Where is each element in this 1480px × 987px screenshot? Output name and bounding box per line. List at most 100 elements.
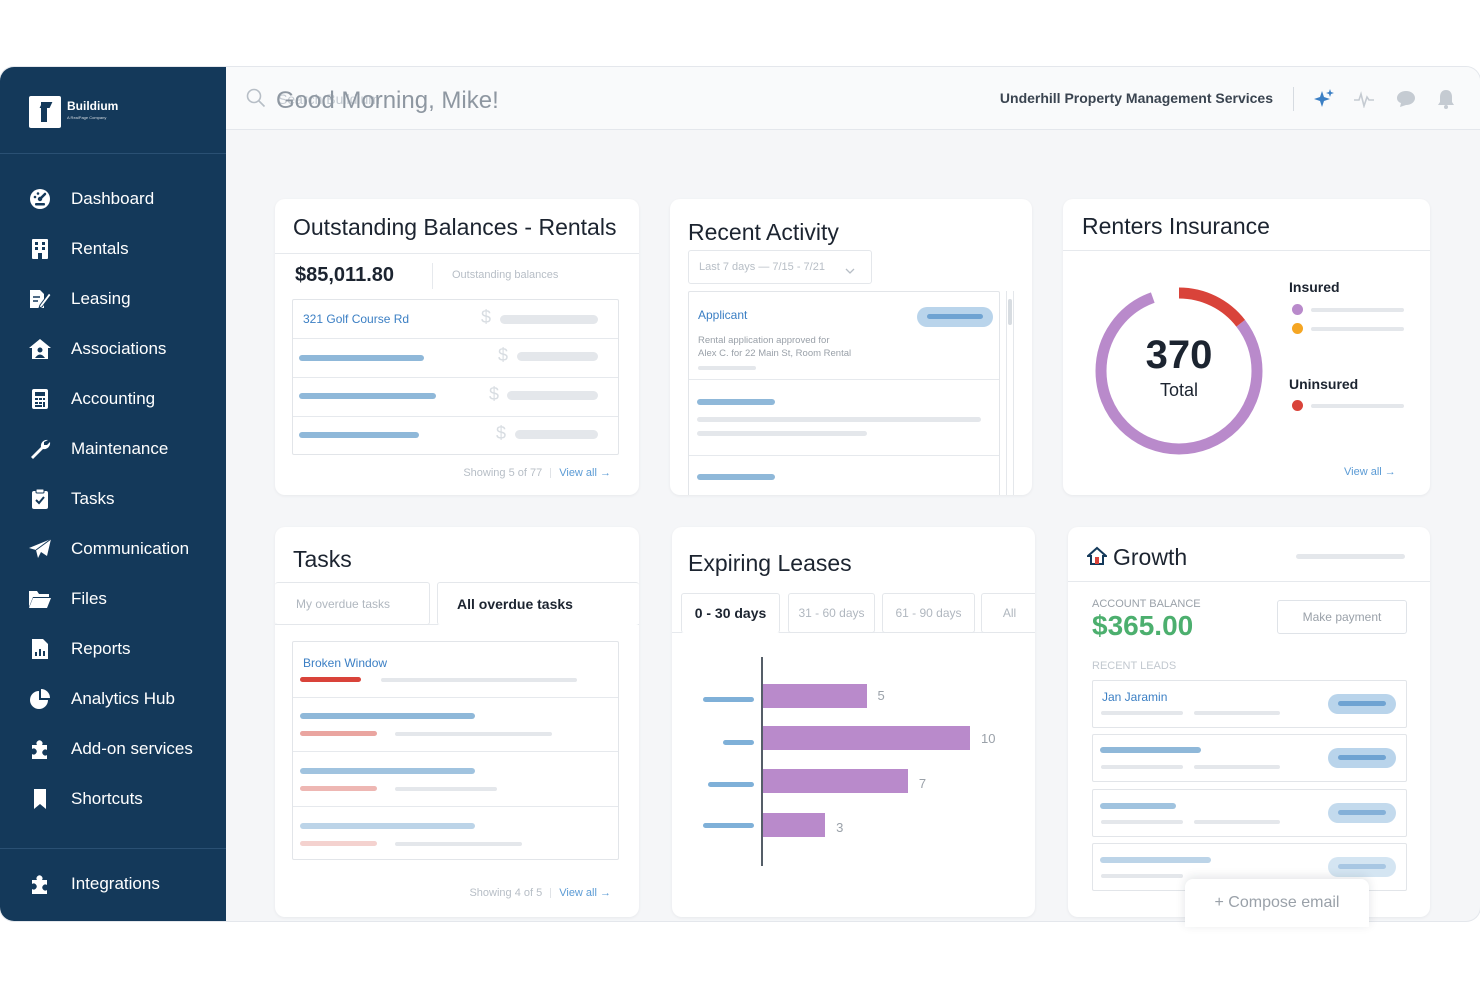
lead-row[interactable] — [1092, 734, 1407, 782]
status-badge — [1328, 857, 1396, 877]
sidebar-item-files[interactable]: Files — [0, 574, 226, 624]
legend-dot-insured — [1292, 304, 1303, 315]
list-item[interactable] — [293, 698, 618, 751]
text-placeholder — [1100, 747, 1201, 753]
brand-logo[interactable]: Buildium A RealPage Company — [29, 96, 118, 128]
task-title: Broken Window — [303, 656, 388, 670]
activity-text-line: Alex C. for 22 Main St, Room Rental — [698, 348, 852, 359]
scrollbar-thumb[interactable] — [1008, 299, 1012, 325]
sidebar-item-tasks[interactable]: Tasks — [0, 474, 226, 524]
status-badge — [1328, 694, 1396, 714]
row-divider — [293, 377, 618, 378]
text-placeholder — [1101, 820, 1183, 824]
view-all-link[interactable]: View all → — [559, 467, 611, 479]
lease-bar[interactable] — [763, 813, 826, 837]
bar-value-label: 3 — [836, 820, 844, 835]
sidebar-item-add-on-services[interactable]: Add-on services — [0, 724, 226, 774]
text-placeholder — [698, 366, 756, 370]
card-title: Renters Insurance — [1082, 213, 1270, 239]
sidebar-item-label: Integrations — [71, 874, 160, 893]
chat-icon[interactable] — [1394, 87, 1418, 111]
pulse-icon[interactable] — [1352, 87, 1376, 111]
insured-label: Insured — [1289, 279, 1340, 295]
lead-row[interactable] — [1092, 789, 1407, 837]
row-divider — [689, 379, 999, 380]
view-all-link[interactable]: View all → — [559, 887, 611, 899]
list-item[interactable]: Broken Window — [293, 642, 618, 697]
sidebar-item-accounting[interactable]: Accounting — [0, 374, 226, 424]
sidebar-item-shortcuts[interactable]: Shortcuts — [0, 774, 226, 824]
card-title: Tasks — [293, 546, 352, 572]
expiring-leases-card: Expiring Leases 0 - 30 days 31 - 60 days… — [672, 527, 1035, 917]
tab-0-30-days[interactable]: 0 - 30 days — [681, 593, 780, 633]
sidebar-item-label: Rentals — [71, 239, 129, 258]
sidebar-item-communication[interactable]: Communication — [0, 524, 226, 574]
view-all-link[interactable]: View all → — [1344, 466, 1396, 478]
sidebar-item-associations[interactable]: Associations — [0, 324, 226, 374]
sidebar-item-maintenance[interactable]: Maintenance — [0, 424, 226, 474]
property-link[interactable]: 321 Golf Course Rd — [303, 312, 410, 326]
company-name[interactable]: Underhill Property Management Services — [999, 90, 1273, 106]
make-payment-button[interactable]: Make payment — [1277, 600, 1407, 634]
text-placeholder — [1194, 820, 1280, 824]
list-item[interactable] — [689, 380, 999, 455]
legend-placeholder — [1311, 404, 1404, 408]
lease-bar[interactable] — [763, 726, 970, 750]
list-item[interactable] — [293, 752, 618, 806]
sidebar-item-integrations[interactable]: Integrations — [0, 859, 226, 909]
category-label-placeholder — [708, 782, 754, 787]
lease-bar[interactable] — [763, 769, 908, 793]
row-divider — [293, 416, 618, 417]
text-placeholder — [300, 768, 475, 774]
bell-icon[interactable] — [1434, 87, 1458, 111]
calculator-icon — [28, 387, 52, 411]
legend-placeholder — [1311, 327, 1404, 331]
tab-label: All — [1002, 606, 1017, 620]
amount-divider — [432, 263, 433, 289]
text-placeholder — [697, 417, 981, 422]
table-row[interactable]: $ — [293, 417, 618, 455]
tab-31-60-days[interactable]: 31 - 60 days — [788, 593, 875, 633]
priority-bar — [300, 841, 377, 846]
date-range-select[interactable]: Last 7 days — 7/15 - 7/21 — [688, 250, 872, 284]
text-placeholder — [299, 393, 436, 399]
sparkle-icon[interactable] — [1312, 87, 1336, 111]
sidebar-nav: Dashboard Rentals Leasing Associations — [0, 174, 226, 824]
sidebar-item-rentals[interactable]: Rentals — [0, 224, 226, 274]
row-divider — [293, 806, 618, 807]
compose-email-button[interactable]: + Compose email — [1185, 879, 1369, 927]
sidebar-item-dashboard[interactable]: Dashboard — [0, 174, 226, 224]
sidebar-item-label: Files — [71, 589, 107, 608]
text-placeholder — [1101, 874, 1183, 878]
list-item[interactable] — [293, 807, 618, 860]
lead-row[interactable]: Jan Jaramin — [1092, 680, 1407, 728]
report-icon — [28, 637, 52, 661]
list-item[interactable]: Applicant Rental application approved fo… — [689, 292, 999, 379]
tab-label: All overdue tasks — [457, 595, 573, 612]
tab-my-overdue-tasks[interactable]: My overdue tasks — [275, 582, 430, 625]
activity-type: Applicant — [698, 308, 748, 322]
card-divider — [275, 253, 639, 254]
table-row[interactable]: $ — [293, 378, 618, 416]
sidebar-item-leasing[interactable]: Leasing — [0, 274, 226, 324]
bar-value-label: 10 — [981, 731, 996, 746]
tasks-list: Broken Window — [292, 641, 619, 860]
row-divider — [293, 697, 618, 698]
text-placeholder — [300, 713, 475, 719]
sidebar-item-analytics-hub[interactable]: Analytics Hub — [0, 674, 226, 724]
tab-all[interactable]: All — [981, 593, 1035, 633]
search-input[interactable] — [278, 85, 578, 113]
table-row[interactable]: 321 Golf Course Rd $ — [293, 300, 618, 338]
scrollbar[interactable] — [1006, 291, 1014, 495]
tab-all-overdue-tasks[interactable]: All overdue tasks — [437, 582, 639, 625]
lead-name: Jan Jaramin — [1102, 690, 1168, 704]
insurance-total: 370 — [1145, 333, 1213, 377]
showing-count: Showing 5 of 77 — [463, 467, 543, 479]
sidebar-item-reports[interactable]: Reports — [0, 624, 226, 674]
lease-bar[interactable] — [763, 684, 867, 708]
text-placeholder — [381, 678, 577, 682]
list-item[interactable] — [689, 456, 999, 495]
search-icon[interactable] — [246, 88, 266, 113]
tab-61-90-days[interactable]: 61 - 90 days — [882, 593, 975, 633]
table-row[interactable]: $ — [293, 339, 618, 377]
